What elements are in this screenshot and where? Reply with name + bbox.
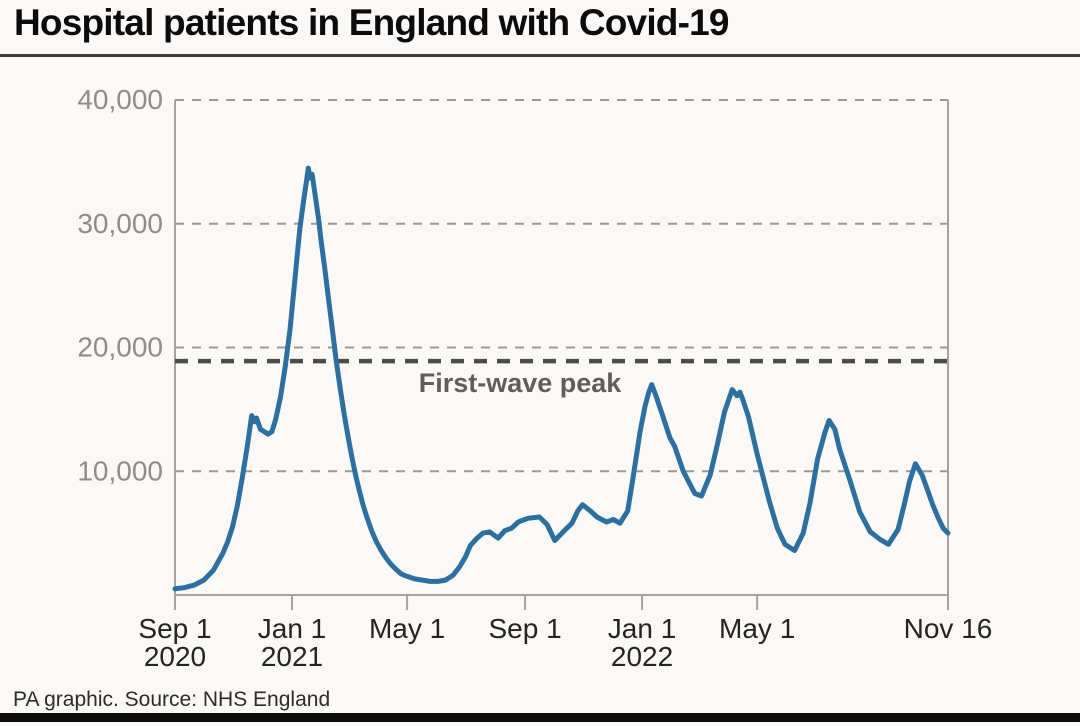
y-tick-label: 30,000 xyxy=(77,208,163,239)
x-tick-label-year: 2021 xyxy=(261,641,323,672)
x-tick-label: Jan 1 xyxy=(608,613,677,644)
x-tick-label: Jan 1 xyxy=(258,613,327,644)
first-wave-peak-label: First-wave peak xyxy=(419,368,623,398)
title-rule xyxy=(0,54,1080,57)
x-tick-label-year: 2020 xyxy=(144,641,206,672)
x-tick-label: Nov 16 xyxy=(904,613,993,644)
x-tick-label: Sep 1 xyxy=(138,613,211,644)
y-tick-label: 20,000 xyxy=(77,332,163,363)
x-tick-label: May 1 xyxy=(369,613,445,644)
covid-patients-line xyxy=(172,165,951,592)
bottom-bar xyxy=(0,713,1080,722)
y-tick-label: 40,000 xyxy=(77,84,163,115)
y-tick-label: 10,000 xyxy=(77,455,163,486)
x-tick-label-year: 2022 xyxy=(611,641,673,672)
x-tick-label: May 1 xyxy=(719,613,795,644)
page-title: Hospital patients in England with Covid-… xyxy=(14,2,729,43)
x-tick-label: Sep 1 xyxy=(488,613,561,644)
source-note: PA graphic. Source: NHS England xyxy=(13,688,331,711)
